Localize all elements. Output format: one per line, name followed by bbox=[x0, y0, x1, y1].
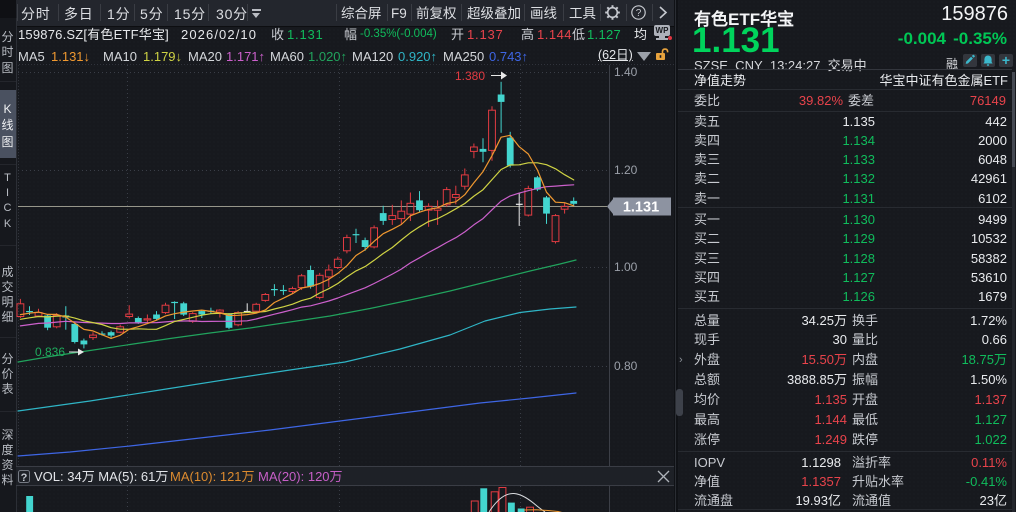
svg-text:0.80: 0.80 bbox=[614, 359, 638, 373]
svg-text:?: ? bbox=[21, 472, 28, 484]
svg-text:VOL: 34万 MA(5): 61万: VOL: 34万 MA(5): 61万 bbox=[34, 469, 168, 484]
svg-text:1.40: 1.40 bbox=[614, 65, 638, 79]
svg-text:?: ? bbox=[636, 8, 642, 19]
svg-text:MA(10): 121万: MA(10): 121万 bbox=[170, 469, 255, 484]
svg-text:1.131: 1.131 bbox=[623, 200, 659, 216]
svg-text:MA(20): 120万: MA(20): 120万 bbox=[258, 469, 343, 484]
svg-text:0.836: 0.836 bbox=[35, 345, 65, 359]
svg-text:1.00: 1.00 bbox=[614, 260, 638, 274]
svg-text:1.20: 1.20 bbox=[614, 163, 638, 177]
svg-text:1.380: 1.380 bbox=[455, 69, 485, 83]
